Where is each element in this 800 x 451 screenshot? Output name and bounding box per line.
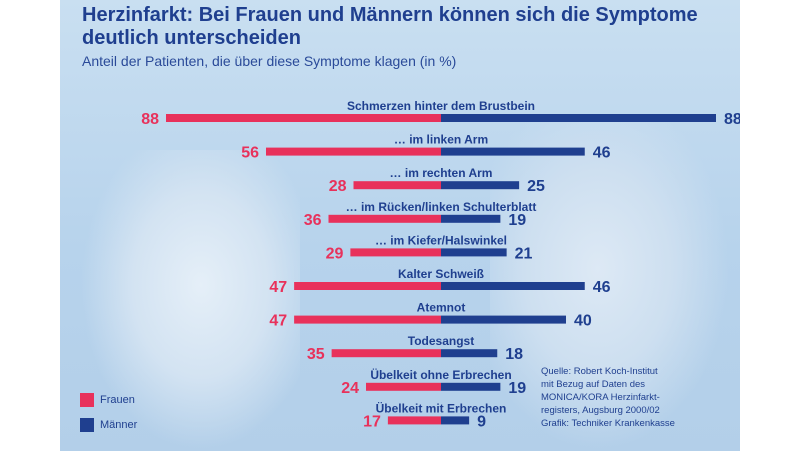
value-label-women: 24 xyxy=(341,380,359,397)
bar-men xyxy=(441,147,585,156)
bar-men xyxy=(441,114,716,122)
category-label: Übelkeit ohne Erbrechen xyxy=(370,367,511,382)
bar-women xyxy=(328,214,441,223)
bar-men xyxy=(441,349,498,358)
source-line: MONICA/KORA Herzinfarkt- xyxy=(541,392,660,403)
source-line: mit Bezug auf Daten des xyxy=(541,379,646,390)
category-label: … im linken Arm xyxy=(394,133,488,147)
bar-women xyxy=(331,349,441,358)
value-label-men: 9 xyxy=(477,413,486,430)
legend-swatch-women xyxy=(80,393,94,407)
value-label-men: 25 xyxy=(527,178,545,195)
category-label: Kalter Schweiß xyxy=(398,267,484,281)
bar-women xyxy=(387,416,441,425)
category-label: Todesangst xyxy=(408,334,474,348)
value-label-men: 46 xyxy=(593,145,611,162)
bar-men xyxy=(441,214,501,223)
bar-men xyxy=(441,248,507,257)
value-label-men: 19 xyxy=(508,212,526,229)
value-label-women: 35 xyxy=(307,346,325,363)
value-label-women: 36 xyxy=(304,212,322,229)
bar-men xyxy=(441,282,585,290)
source-note: Quelle: Robert Koch-Institut mit Bezug a… xyxy=(541,365,731,430)
value-label-men: 18 xyxy=(505,346,523,363)
bar-men xyxy=(441,315,566,324)
source-line: registers, Augsburg 2000/02 xyxy=(541,405,660,416)
value-label-men: 21 xyxy=(515,245,533,262)
value-label-women: 47 xyxy=(269,313,287,330)
category-label: … im Kiefer/Halswinkel xyxy=(375,233,507,247)
legend-item-women: Frauen xyxy=(80,393,135,407)
source-line: Grafik: Techniker Krankenkasse xyxy=(541,418,675,429)
category-label: Übelkeit mit Erbrechen xyxy=(376,400,507,415)
bar-men xyxy=(441,416,470,425)
value-label-women: 29 xyxy=(326,245,344,262)
value-label-women: 28 xyxy=(329,178,347,195)
chart-title: Herzinfarkt: Bei Frauen und Männern könn… xyxy=(82,4,698,49)
value-label-women: 88 xyxy=(141,111,159,128)
category-label: … im Rücken/linken Schulterblatt xyxy=(346,200,537,214)
chart-subtitle: Anteil der Patienten, die über diese Sym… xyxy=(82,53,457,69)
legend-label-men: Männer xyxy=(100,418,138,431)
bar-women xyxy=(166,114,441,122)
category-label: Atemnot xyxy=(417,301,466,315)
bar-women xyxy=(294,315,441,324)
bar-women xyxy=(294,282,441,290)
value-label-women: 17 xyxy=(363,413,381,430)
value-label-women: 47 xyxy=(269,279,287,296)
value-label-men: 40 xyxy=(574,313,592,330)
legend-item-men: Männer xyxy=(80,418,137,432)
woman-portrait-background xyxy=(80,150,300,450)
diverging-bar-chart: Schmerzen hinter dem Brustbein 88 88 … im l… xyxy=(141,99,740,430)
category-label: Schmerzen hinter dem Brustbein xyxy=(347,99,535,113)
value-label-men: 88 xyxy=(724,111,740,128)
value-label-men: 19 xyxy=(508,380,526,397)
category-label: … im rechten Arm xyxy=(390,166,493,180)
bar-men xyxy=(441,382,501,391)
legend-swatch-men xyxy=(80,418,94,432)
source-line: Quelle: Robert Koch-Institut xyxy=(541,366,658,377)
value-label-women: 56 xyxy=(241,145,259,162)
chart-frame: Herzinfarkt: Bei Frauen und Männern könn… xyxy=(60,0,740,451)
bar-women xyxy=(266,147,441,156)
bar-women xyxy=(350,248,441,257)
legend-label-women: Frauen xyxy=(100,393,135,406)
value-label-men: 46 xyxy=(593,279,611,296)
bar-women xyxy=(353,181,441,190)
bar-men xyxy=(441,181,520,190)
bar-women xyxy=(366,382,441,391)
